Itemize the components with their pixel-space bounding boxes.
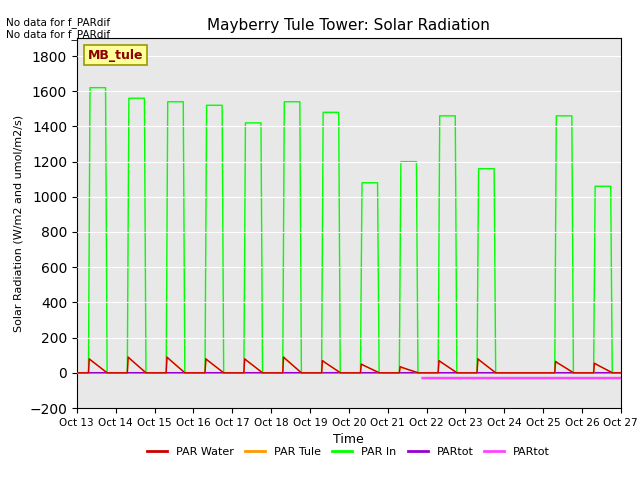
- Text: No data for f_PARdif: No data for f_PARdif: [6, 17, 111, 28]
- Y-axis label: Solar Radiation (W/m2 and umol/m2/s): Solar Radiation (W/m2 and umol/m2/s): [13, 115, 24, 332]
- Text: MB_tule: MB_tule: [88, 49, 143, 62]
- Legend: PAR Water, PAR Tule, PAR In, PARtot, PARtot: PAR Water, PAR Tule, PAR In, PARtot, PAR…: [143, 443, 555, 462]
- X-axis label: Time: Time: [333, 433, 364, 446]
- Title: Mayberry Tule Tower: Solar Radiation: Mayberry Tule Tower: Solar Radiation: [207, 18, 490, 33]
- Text: No data for f_PARdif: No data for f_PARdif: [6, 29, 111, 40]
